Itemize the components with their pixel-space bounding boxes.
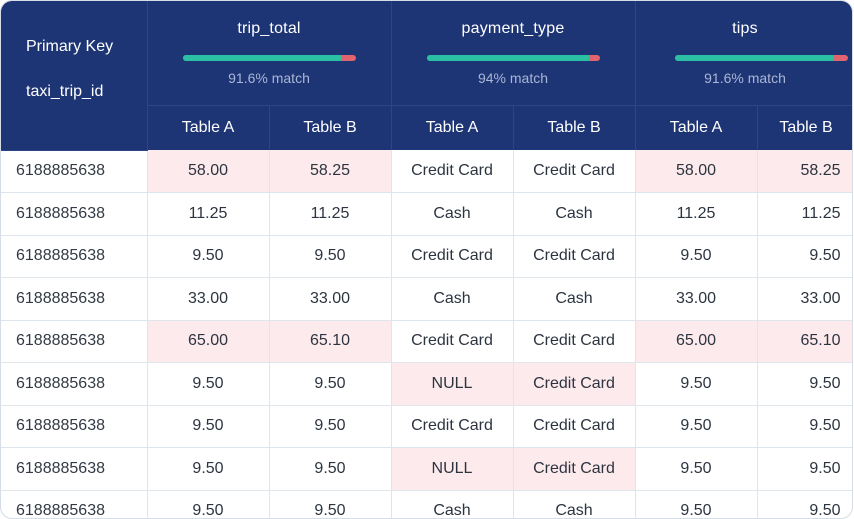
sub-header-table-a[interactable]: Table A	[635, 105, 758, 150]
payment-type-table-b-cell: Credit Card	[513, 235, 636, 278]
column-group-trip-total[interactable]: trip_total 91.6% match	[147, 1, 392, 106]
primary-key-cell: 6188885638	[1, 405, 148, 448]
payment-type-table-a-cell: Cash	[391, 490, 514, 518]
column-group-title: payment_type	[461, 20, 565, 37]
trip-total-table-a-cell: 9.50	[147, 447, 270, 491]
column-group-tips[interactable]: tips 91.6% match	[635, 1, 852, 106]
primary-key-cell: 6188885638	[1, 447, 148, 491]
column-group-title: tips	[732, 20, 758, 37]
match-fill	[674, 55, 833, 61]
tips-table-a-cell: 58.00	[635, 150, 758, 193]
trip-total-table-b-cell: 9.50	[269, 362, 392, 406]
tips-table-a-cell: 9.50	[635, 362, 758, 406]
table-row[interactable]: 6188885638 9.50 9.50 Cash Cash 9.50 9.50	[1, 490, 852, 518]
trip-total-table-b-cell: 9.50	[269, 447, 392, 491]
table-row[interactable]: 6188885638 11.25 11.25 Cash Cash 11.25 11.25	[1, 192, 852, 236]
column-group-payment-type[interactable]: payment_type 94% match	[391, 1, 636, 106]
match-percentage: 91.6% match	[228, 70, 310, 86]
primary-key-label: Primary Key	[26, 38, 114, 55]
primary-key-cell: 6188885638	[1, 362, 148, 406]
tips-table-b-cell: 11.25	[757, 192, 852, 236]
match-progress-bar	[182, 55, 356, 61]
table-row[interactable]: 6188885638 9.50 9.50 Credit Card Credit Card…	[1, 235, 852, 278]
match-fill	[182, 55, 341, 61]
tips-table-b-cell: 33.00	[757, 277, 852, 321]
primary-key-cell: 6188885638	[1, 235, 148, 278]
table-row[interactable]: 6188885638 9.50 9.50 NULL Credit Card 9.50 9.5…	[1, 362, 852, 406]
trip-total-table-b-cell: 9.50	[269, 235, 392, 278]
payment-type-table-b-cell: Cash	[513, 490, 636, 518]
trip-total-table-a-cell: 33.00	[147, 277, 270, 321]
table-row[interactable]: 6188885638 9.50 9.50 Credit Card Credit Card…	[1, 405, 852, 448]
primary-key-cell: 6188885638	[1, 277, 148, 321]
tips-table-a-cell: 9.50	[635, 447, 758, 491]
tips-table-a-cell: 11.25	[635, 192, 758, 236]
match-progress-bar	[426, 55, 600, 61]
payment-type-table-b-cell: Cash	[513, 192, 636, 236]
trip-total-table-b-cell: 58.25	[269, 150, 392, 193]
match-progress-bar	[674, 55, 848, 61]
table-row[interactable]: 6188885638 65.00 65.10 Credit Card Credit Ca…	[1, 320, 852, 363]
primary-key-cell: 6188885638	[1, 320, 148, 363]
tips-table-b-cell: 58.25	[757, 150, 852, 193]
trip-total-table-b-cell: 9.50	[269, 490, 392, 518]
payment-type-table-a-cell: Credit Card	[391, 320, 514, 363]
payment-type-table-a-cell: Cash	[391, 192, 514, 236]
sub-header-table-b[interactable]: Table B	[757, 105, 852, 150]
column-group-title: trip_total	[237, 20, 301, 37]
tips-table-b-cell: 9.50	[757, 490, 852, 518]
trip-total-table-a-cell: 9.50	[147, 362, 270, 406]
trip-total-table-b-cell: 11.25	[269, 192, 392, 236]
payment-type-table-b-cell: Credit Card	[513, 405, 636, 448]
sub-header-table-b[interactable]: Table B	[269, 105, 392, 150]
payment-type-table-a-cell: Credit Card	[391, 150, 514, 193]
trip-total-table-a-cell: 9.50	[147, 490, 270, 518]
tips-table-a-cell: 9.50	[635, 405, 758, 448]
primary-key-cell: 6188885638	[1, 192, 148, 236]
tips-table-b-cell: 9.50	[757, 447, 852, 491]
primary-key-column-name: taxi_trip_id	[26, 83, 104, 100]
tips-table-b-cell: 9.50	[757, 235, 852, 278]
payment-type-table-a-cell: Credit Card	[391, 405, 514, 448]
table-row[interactable]: 6188885638 58.00 58.25 Credit Card Credit Ca…	[1, 150, 852, 193]
tips-table-a-cell: 9.50	[635, 235, 758, 278]
payment-type-table-a-cell: NULL	[391, 362, 514, 406]
table-row[interactable]: 6188885638 33.00 33.00 Cash Cash 33.00 33.00	[1, 277, 852, 321]
match-fill	[426, 55, 590, 61]
table-row[interactable]: 6188885638 9.50 9.50 NULL Credit Card 9.50 9.5…	[1, 447, 852, 491]
payment-type-table-b-cell: Credit Card	[513, 362, 636, 406]
tips-table-b-cell: 9.50	[757, 362, 852, 406]
payment-type-table-a-cell: Cash	[391, 277, 514, 321]
trip-total-table-a-cell: 9.50	[147, 235, 270, 278]
payment-type-table-a-cell: NULL	[391, 447, 514, 491]
trip-total-table-a-cell: 58.00	[147, 150, 270, 193]
sub-header-table-a[interactable]: Table A	[147, 105, 270, 150]
trip-total-table-a-cell: 9.50	[147, 405, 270, 448]
tips-table-b-cell: 9.50	[757, 405, 852, 448]
trip-total-table-a-cell: 65.00	[147, 320, 270, 363]
payment-type-table-b-cell: Cash	[513, 277, 636, 321]
tips-table-a-cell: 65.00	[635, 320, 758, 363]
tips-table-a-cell: 9.50	[635, 490, 758, 518]
payment-type-table-b-cell: Credit Card	[513, 447, 636, 491]
trip-total-table-b-cell: 9.50	[269, 405, 392, 448]
match-percentage: 91.6% match	[704, 70, 786, 86]
primary-key-cell: 6188885638	[1, 150, 148, 193]
sub-header-table-a[interactable]: Table A	[391, 105, 514, 150]
primary-key-cell: 6188885638	[1, 490, 148, 518]
table-body: 6188885638 58.00 58.25 Credit Card Credit Ca…	[1, 150, 852, 518]
payment-type-table-b-cell: Credit Card	[513, 150, 636, 193]
sub-header-table-b[interactable]: Table B	[513, 105, 636, 150]
tips-table-b-cell: 65.10	[757, 320, 852, 363]
tips-table-a-cell: 33.00	[635, 277, 758, 321]
payment-type-table-b-cell: Credit Card	[513, 320, 636, 363]
trip-total-table-a-cell: 11.25	[147, 192, 270, 236]
trip-total-table-b-cell: 33.00	[269, 277, 392, 321]
payment-type-table-a-cell: Credit Card	[391, 235, 514, 278]
primary-key-header: Primary Key taxi_trip_id	[1, 1, 148, 151]
trip-total-table-b-cell: 65.10	[269, 320, 392, 363]
match-percentage: 94% match	[477, 70, 549, 86]
